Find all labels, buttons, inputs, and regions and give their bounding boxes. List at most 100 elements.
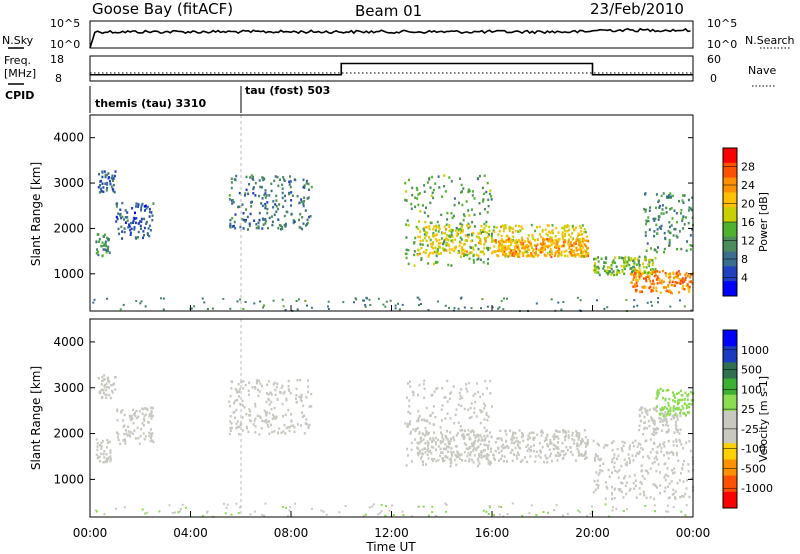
velocity-cell bbox=[100, 445, 103, 448]
power-cell bbox=[624, 261, 627, 264]
power-cell bbox=[689, 244, 692, 247]
power-cell bbox=[593, 264, 596, 268]
power-cell bbox=[652, 217, 655, 221]
power-cell bbox=[440, 237, 443, 240]
velocity-ground-cell bbox=[141, 508, 144, 511]
velocity-cell bbox=[661, 420, 664, 423]
power-cell bbox=[461, 252, 464, 255]
power-ground-cell bbox=[683, 305, 686, 308]
power-cell bbox=[648, 286, 651, 290]
velocity-cell bbox=[565, 446, 568, 449]
velocity-cell bbox=[248, 414, 251, 417]
velocity-cell bbox=[467, 408, 470, 411]
power-cell bbox=[685, 249, 688, 252]
velocity-cell bbox=[432, 437, 435, 440]
power-cell bbox=[140, 227, 142, 230]
power-cell bbox=[673, 227, 676, 231]
velocity-cell bbox=[634, 454, 637, 458]
power-cell bbox=[472, 248, 475, 251]
velocity-cell bbox=[642, 491, 645, 494]
power-cell bbox=[262, 177, 265, 180]
power-ground-cell bbox=[646, 301, 649, 304]
power-cell bbox=[104, 182, 107, 185]
velocity-cell bbox=[304, 422, 307, 425]
power-cell bbox=[302, 202, 305, 206]
velocity-cell bbox=[435, 387, 438, 390]
power-cell bbox=[107, 247, 109, 251]
power-cell bbox=[529, 253, 532, 257]
velocity-cell bbox=[664, 478, 667, 482]
power-cell bbox=[656, 270, 659, 273]
velocity-ground-cell bbox=[528, 512, 531, 515]
power-cell bbox=[668, 281, 671, 284]
velocity-cell bbox=[251, 386, 254, 389]
velocity-cell bbox=[672, 488, 675, 492]
power-cell bbox=[245, 218, 247, 222]
velocity-cell bbox=[477, 438, 480, 441]
power-cell bbox=[405, 248, 408, 252]
velocity-cell bbox=[295, 394, 298, 397]
power-cell bbox=[635, 278, 638, 281]
velocity-cell bbox=[249, 413, 252, 417]
velocity-cell bbox=[268, 398, 271, 402]
power-cell bbox=[633, 272, 636, 275]
velocity-cell bbox=[664, 398, 667, 402]
velocity-cell bbox=[655, 469, 658, 473]
power-cell bbox=[665, 286, 667, 289]
power-cell bbox=[487, 233, 490, 236]
power-cell bbox=[105, 251, 108, 254]
power-cell bbox=[274, 203, 277, 206]
power-cell bbox=[489, 189, 492, 192]
velocity-cell bbox=[532, 437, 535, 440]
power-cell bbox=[662, 212, 665, 215]
time-axis: 00:00 04:00 08:00 12:00 16:00 20:00 00:00 bbox=[73, 305, 710, 540]
power-cell bbox=[603, 261, 606, 264]
power-cell bbox=[537, 238, 540, 242]
velocity-cell bbox=[592, 439, 595, 443]
power-cell bbox=[471, 194, 474, 197]
power-cell bbox=[669, 275, 672, 278]
power-ground-cell bbox=[364, 305, 367, 308]
power-cell bbox=[511, 254, 514, 257]
power-cell bbox=[483, 222, 486, 226]
velocity-cell bbox=[257, 388, 260, 392]
velocity-ground-cell bbox=[542, 511, 545, 513]
power-cell bbox=[419, 210, 422, 213]
power-cell bbox=[653, 274, 656, 278]
velocity-cell bbox=[448, 446, 451, 449]
power-ground-cell bbox=[160, 297, 162, 300]
velocity-cell bbox=[250, 419, 252, 423]
velocity-cell bbox=[103, 378, 105, 381]
power-cell bbox=[446, 242, 448, 246]
velocity-cell bbox=[241, 404, 244, 407]
velocity-cell bbox=[108, 380, 111, 383]
power-cell bbox=[146, 205, 149, 209]
power-cell bbox=[534, 253, 537, 256]
velocity-cell bbox=[442, 438, 445, 442]
velocity-cell bbox=[422, 452, 425, 456]
power-cell bbox=[521, 238, 524, 242]
power-cell bbox=[107, 172, 110, 175]
velocity-cell bbox=[414, 429, 417, 433]
power-cell bbox=[671, 280, 674, 284]
power-cell bbox=[261, 204, 264, 208]
velocity-cell bbox=[663, 462, 666, 466]
velocity-cell bbox=[659, 491, 662, 495]
power-cell bbox=[281, 226, 284, 229]
power-cell bbox=[580, 253, 583, 256]
power-cell bbox=[645, 276, 647, 279]
velocity-cell bbox=[509, 429, 512, 432]
velocity-cell bbox=[562, 429, 564, 432]
power-cell bbox=[482, 230, 484, 233]
power-ground-cell bbox=[306, 304, 308, 307]
power-ground-cell bbox=[463, 306, 466, 309]
velocity-cell bbox=[95, 453, 98, 457]
velocity-cell bbox=[513, 436, 515, 440]
velocity-cell bbox=[552, 443, 555, 446]
power-cell bbox=[503, 250, 506, 253]
power-cell bbox=[682, 227, 685, 230]
velocity-cell bbox=[661, 396, 664, 400]
power-y-axis-label: Slant Range [km] bbox=[29, 162, 43, 266]
power-cell bbox=[628, 263, 631, 267]
velocity-cell bbox=[274, 393, 277, 397]
